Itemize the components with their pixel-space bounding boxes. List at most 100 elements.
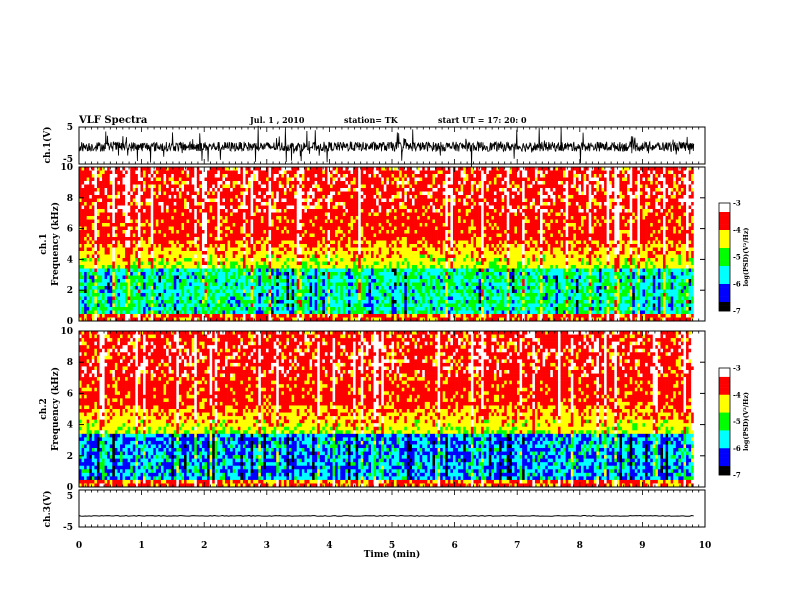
spec1-cell [294,220,297,224]
spec1-cell [217,227,220,231]
spec1-cell [199,300,202,304]
spec1-cell [97,209,100,213]
spec1-cell [253,195,256,199]
spec1-cell [87,241,90,245]
spec1-cell [366,279,369,283]
spec1-cell [217,220,220,224]
spec1-cell [153,269,156,273]
spec1-cell [322,171,325,175]
spec1-cell [97,286,100,290]
spec1-cell [258,279,261,283]
spec1-cell [207,293,210,297]
spec1-cell [171,304,174,308]
spec1-cell [128,251,131,255]
spec1-cell [82,241,85,245]
spec1-cell [151,188,154,192]
spec1-cell [148,202,151,206]
spec1-cell [92,276,95,280]
spec1-cell [363,209,366,213]
spec1-cell [184,171,187,175]
spec1-cell [94,195,97,199]
spec1-cell [315,216,318,220]
spec1-cell [299,258,302,262]
spec1-cell [212,181,215,185]
spec1-cell [312,304,315,308]
spec1-cell [333,311,336,315]
spec1-cell [307,272,310,276]
spec1-cell [340,230,343,234]
spec1-cell [271,234,274,238]
spec1-cell [102,311,105,315]
spec1-cell [271,307,274,311]
spec1-cell [82,181,85,185]
spec1-cell [348,199,351,203]
spec1-cell [274,304,277,308]
spec1-cell [297,304,300,308]
spec1-cell [251,192,254,196]
spec1-cell [222,255,225,259]
spec1-cell [271,286,274,290]
spec1-cell [179,293,182,297]
spec1-cell [269,234,272,238]
spec1-cell [210,227,213,231]
spec1-cell [146,255,149,259]
spec1-cell [274,248,277,252]
spec1-cell [220,290,223,294]
spec1-cell [138,234,141,238]
spec1-cell [194,185,197,189]
spec1-cell [276,304,279,308]
spec1-cell [140,276,143,280]
spec1-cell [343,241,346,245]
spec1-cell [120,220,123,224]
spec1-cell [176,206,179,210]
spec1-cell [274,311,277,315]
spec1-cell [187,304,190,308]
spec1-cell [82,286,85,290]
spec1-cell [356,276,359,280]
spec1-cell [138,262,141,266]
spec1-cell [356,283,359,287]
spec1-cell [276,290,279,294]
spec1-cell [286,185,289,189]
spec1-cell [269,188,272,192]
spec1-cell [294,272,297,276]
spec1-cell [284,276,287,280]
spec1-cell [269,272,272,276]
spec1-cell [361,244,364,248]
spec1-cell [146,304,149,308]
spec1-cell [284,307,287,311]
spec1-cell [97,178,100,182]
spec1-cell [220,283,223,287]
spec1-cell [133,206,136,210]
spec1-cell [253,185,256,189]
spec1-cell [174,185,177,189]
spec1-cell [181,241,184,245]
spec1-cell [112,241,115,245]
spec1-cell [225,272,228,276]
spec1-cell [130,276,133,280]
spec1-cell [97,202,100,206]
spec1-cell [125,251,128,255]
spec1-cell [348,237,351,241]
spec1-cell [251,290,254,294]
spec1-cell [123,272,126,276]
spec1-cell [205,272,208,276]
spec1-cell [89,241,92,245]
spec1-cell [299,199,302,203]
spec1-cell [361,178,364,182]
spec1-cell [125,178,128,182]
spec1-cell [115,244,118,248]
spec1-cell [325,304,328,308]
spec1-cell [171,293,174,297]
spec1-cell [366,244,369,248]
spec1-cell [353,223,356,227]
spec1-cell [327,237,330,241]
spec1-cell [199,192,202,196]
spec1-cell [87,234,90,238]
spec1-cell [351,269,354,273]
spec1-cell [181,230,184,234]
spec1-cell [197,202,200,206]
spec1-cell [146,206,149,210]
spec1-cell [197,213,200,217]
spec1-cell [294,286,297,290]
